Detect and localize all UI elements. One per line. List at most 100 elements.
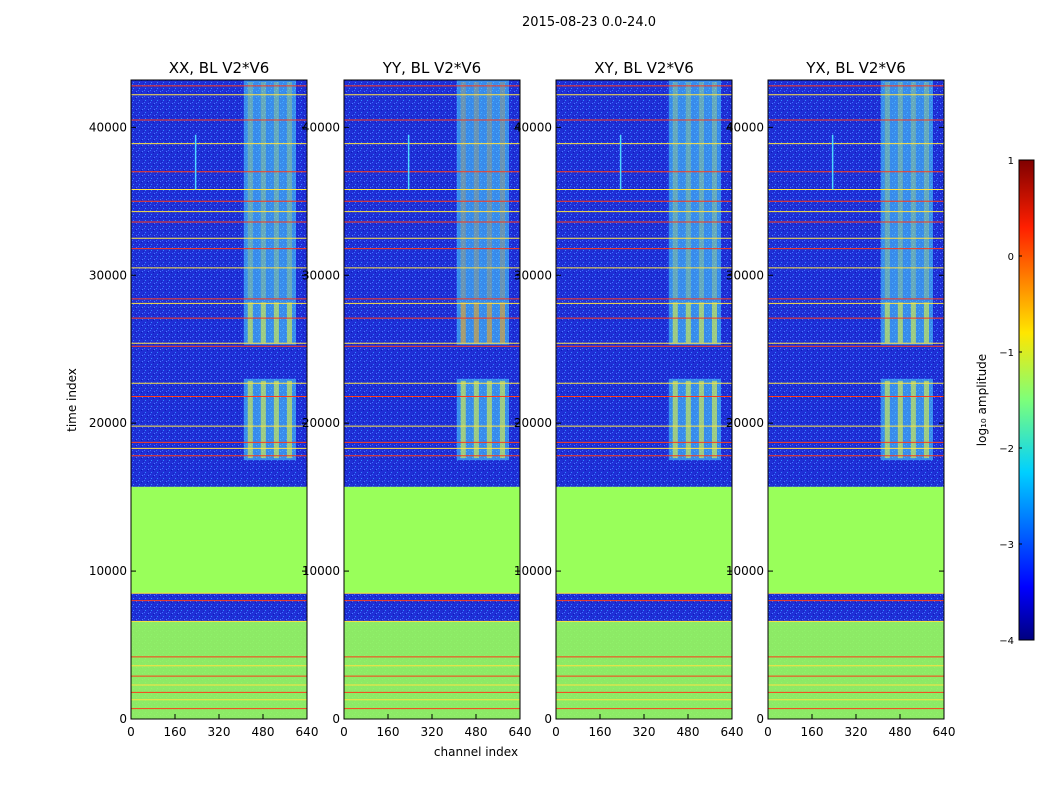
y-tick-label: 40000 (302, 120, 340, 134)
rfi-column (698, 82, 704, 299)
rfi-column (460, 82, 466, 299)
y-tick-label: 0 (756, 712, 764, 726)
rfi-column (260, 302, 266, 343)
y-axis-label: time index (65, 368, 79, 432)
panel-title: YY, BL V2*V6 (382, 59, 481, 77)
rfi-band (668, 80, 721, 301)
colorbar: 1 0 −1 −2 −3 −4 log₁₀ amplitude (975, 156, 1035, 647)
y-tick-label: 10000 (89, 564, 127, 578)
x-axis-label: channel index (434, 745, 518, 759)
panel-0: XX, BL V2*V6 0 160 320 480 640 0 10000 20000 3000… (89, 59, 319, 739)
rfi-column (711, 380, 717, 459)
flagged-region (344, 486, 520, 594)
low-time-region (556, 621, 732, 719)
x-tick-label: 480 (465, 725, 488, 739)
x-tick-label: 320 (633, 725, 656, 739)
rfi-column (286, 82, 292, 299)
y-tick-label: 20000 (726, 416, 764, 430)
colorbar-tick-label: −1 (999, 348, 1014, 359)
rfi-column (473, 302, 479, 343)
rfi-column (286, 380, 292, 459)
rfi-column (260, 380, 266, 459)
rfi-band (880, 80, 933, 301)
x-tick-label: 640 (509, 725, 532, 739)
rfi-column (499, 380, 505, 459)
colorbar-tick-label: −4 (999, 636, 1014, 647)
rfi-column (923, 82, 929, 299)
rfi-column (247, 82, 253, 299)
y-tick-label: 10000 (302, 564, 340, 578)
rfi-column (923, 380, 929, 459)
rfi-column (286, 302, 292, 343)
figure-title: 2015-08-23 0.0-24.0 (522, 15, 656, 30)
y-tick-label: 10000 (514, 564, 552, 578)
x-tick-label: 640 (721, 725, 744, 739)
rfi-column (685, 82, 691, 299)
rfi-column (460, 302, 466, 343)
rfi-column (884, 302, 890, 343)
rfi-column (273, 302, 279, 343)
x-tick-label: 480 (677, 725, 700, 739)
rfi-column (247, 302, 253, 343)
rfi-column (884, 380, 890, 459)
rfi-column (698, 380, 704, 459)
rfi-column (884, 82, 890, 299)
flagged-region (556, 486, 732, 594)
panel-2: XY, BL V2*V6 0 160 320 480 640 0 10000 20000 3000… (514, 59, 744, 739)
rfi-column (711, 82, 717, 299)
y-tick-label: 0 (119, 712, 127, 726)
colorbar-tick-label: −2 (999, 444, 1014, 455)
y-tick-label: 20000 (89, 416, 127, 430)
rfi-column (685, 302, 691, 343)
rfi-band (456, 80, 509, 301)
rfi-column (672, 380, 678, 459)
x-tick-label: 640 (933, 725, 956, 739)
rfi-column (499, 82, 505, 299)
y-tick-label: 40000 (514, 120, 552, 134)
rfi-column (897, 302, 903, 343)
x-tick-label: 160 (377, 725, 400, 739)
y-tick-label: 0 (544, 712, 552, 726)
rfi-column (897, 380, 903, 459)
x-tick-label: 480 (252, 725, 275, 739)
low-time-region (344, 621, 520, 719)
x-tick-label: 320 (208, 725, 231, 739)
panel-1: YY, BL V2*V6 0 160 320 480 640 0 10000 20000 3000… (302, 59, 532, 739)
x-tick-label: 640 (296, 725, 319, 739)
panel-title: YX, BL V2*V6 (805, 59, 906, 77)
panel-title: XY, BL V2*V6 (594, 59, 694, 77)
colorbar-tick-label: 1 (1008, 156, 1014, 167)
y-tick-label: 30000 (89, 268, 127, 282)
panel-3: YX, BL V2*V6 0 160 320 480 640 0 10000 20000 3000… (726, 59, 956, 739)
y-tick-label: 20000 (514, 416, 552, 430)
flagged-region (131, 486, 307, 594)
colorbar-label: log₁₀ amplitude (975, 354, 989, 446)
y-tick-label: 20000 (302, 416, 340, 430)
rfi-column (460, 380, 466, 459)
rfi-column (897, 82, 903, 299)
rfi-column (672, 82, 678, 299)
panel-title: XX, BL V2*V6 (169, 59, 270, 77)
rfi-column (473, 82, 479, 299)
rfi-column (499, 302, 505, 343)
y-tick-label: 30000 (726, 268, 764, 282)
rfi-column (711, 302, 717, 343)
low-time-region (768, 621, 944, 719)
y-tick-label: 10000 (726, 564, 764, 578)
rfi-column (923, 302, 929, 343)
x-tick-label: 320 (421, 725, 444, 739)
rfi-column (260, 82, 266, 299)
panels: XX, BL V2*V6 0 160 320 480 640 0 10000 20000 3000… (89, 59, 956, 739)
rfi-column (910, 82, 916, 299)
rfi-column (473, 380, 479, 459)
rfi-column (910, 380, 916, 459)
flagged-region (768, 486, 944, 594)
y-tick-label: 30000 (514, 268, 552, 282)
rfi-column (910, 302, 916, 343)
rfi-column (486, 380, 492, 459)
x-tick-label: 0 (340, 725, 348, 739)
rfi-band (243, 80, 296, 301)
x-tick-label: 320 (845, 725, 868, 739)
rfi-column (273, 82, 279, 299)
